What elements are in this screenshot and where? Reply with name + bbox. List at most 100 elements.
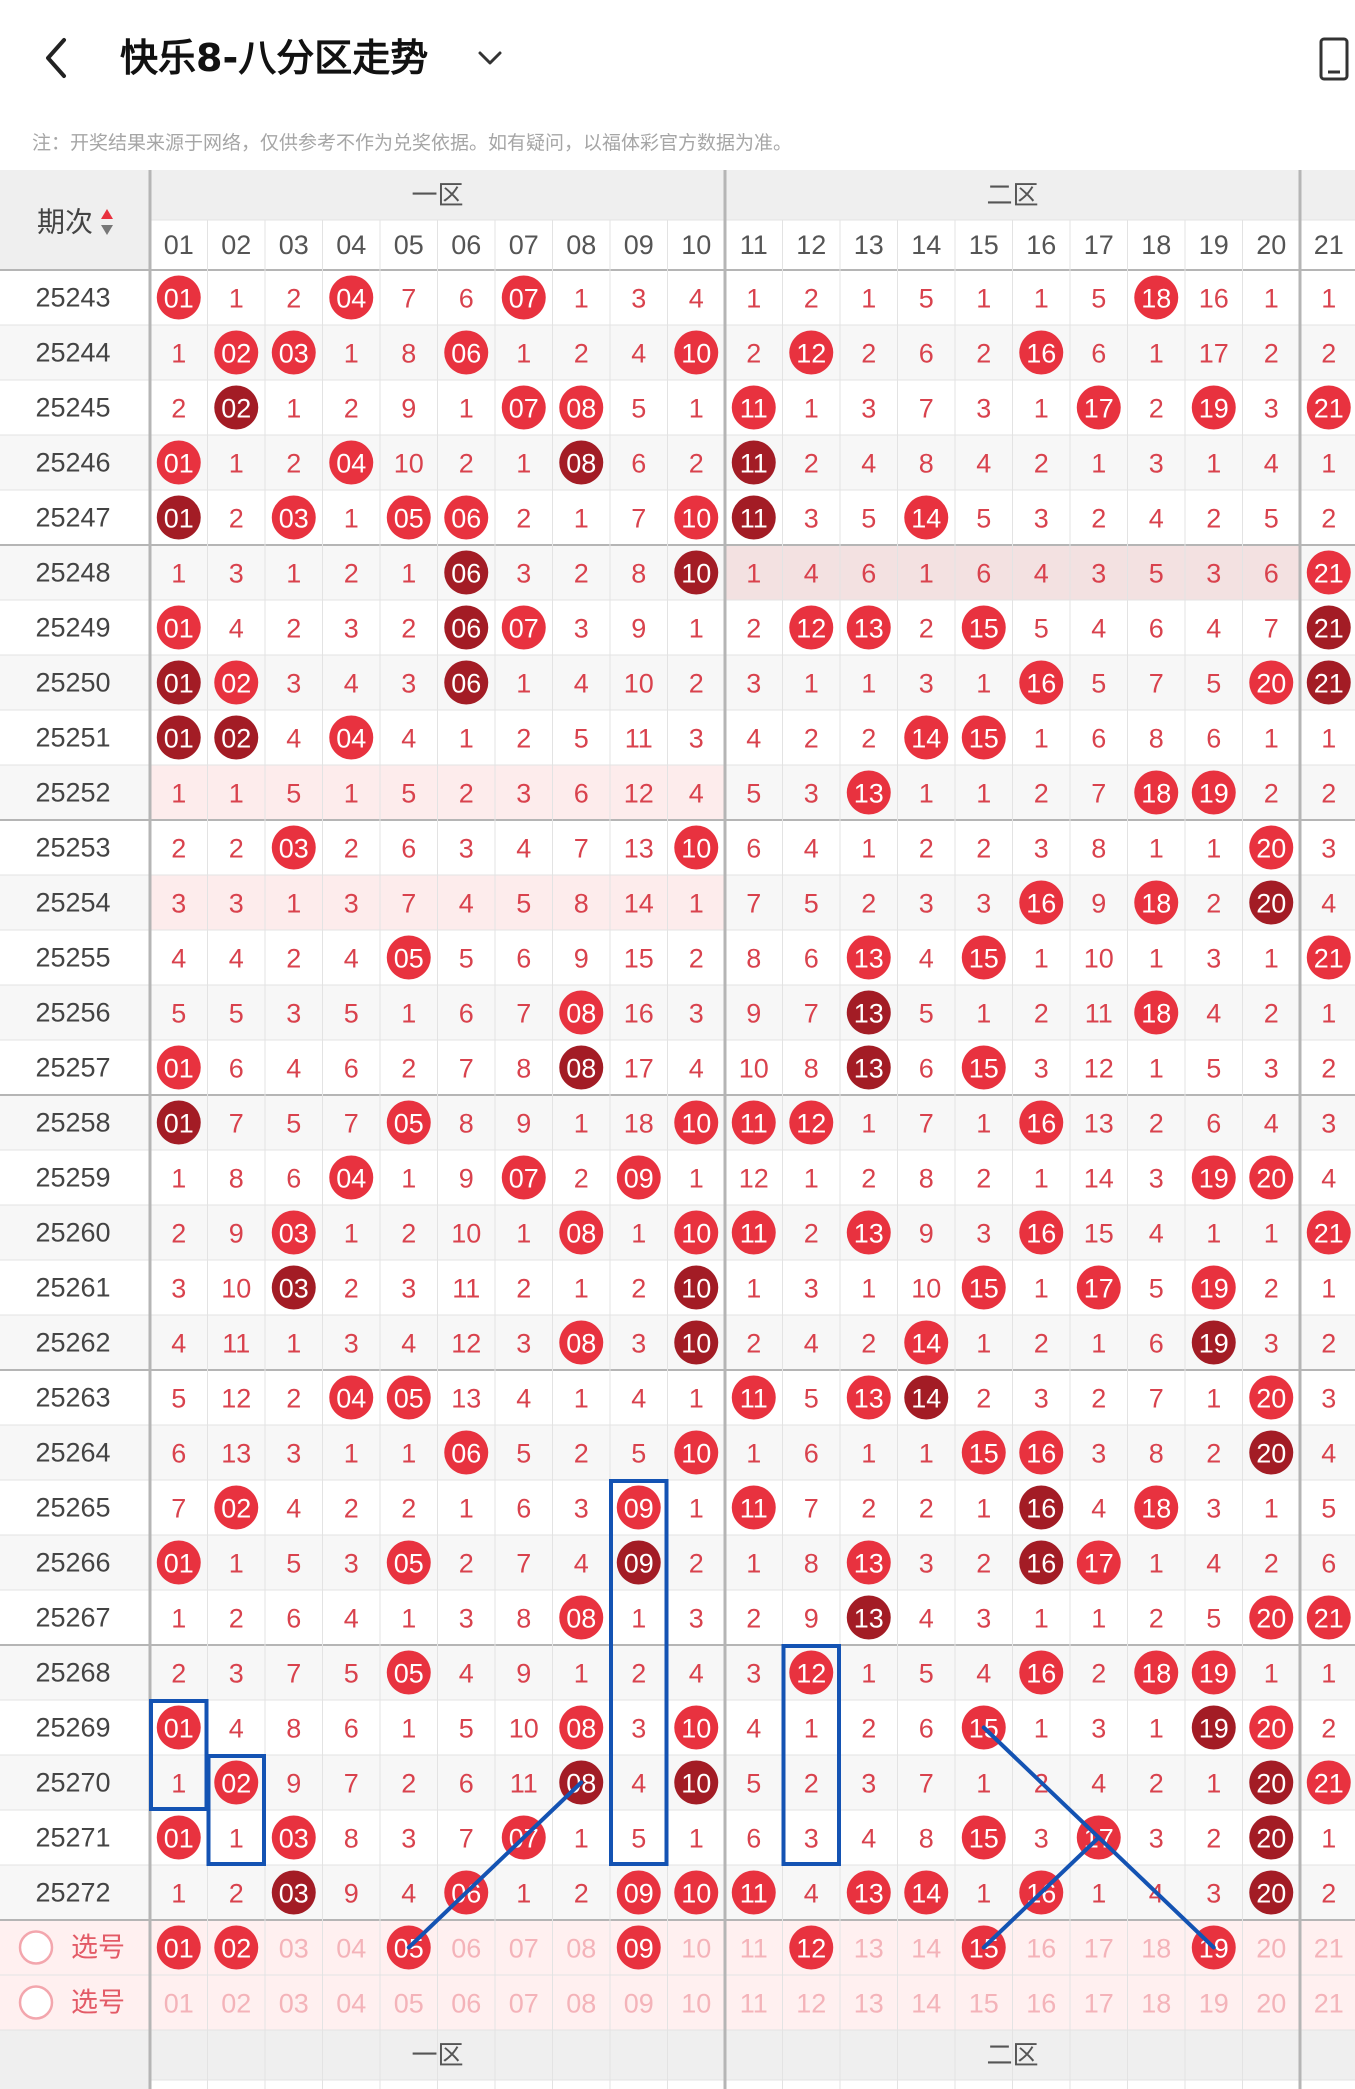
miss-count: 7 <box>574 834 589 864</box>
miss-count: 3 <box>919 889 934 919</box>
sort-arrows-icon[interactable] <box>101 209 113 235</box>
miss-count: 2 <box>861 724 876 754</box>
miss-count: 3 <box>1264 394 1279 424</box>
miss-count: 5 <box>286 1549 301 1579</box>
miss-count: 17 <box>1199 339 1229 369</box>
drawn-ball-number: 11 <box>740 1109 768 1139</box>
miss-count: 6 <box>516 1494 531 1524</box>
drawn-ball-number: 12 <box>796 1659 826 1689</box>
miss-count: 2 <box>229 504 244 534</box>
select-number: 14 <box>911 1934 941 1964</box>
miss-count: 1 <box>1034 944 1049 974</box>
drawn-ball <box>214 715 259 760</box>
miss-count: 5 <box>919 284 934 314</box>
selected-ball-number: 01 <box>164 1934 194 1964</box>
zone-label: 一区 <box>411 180 463 210</box>
selected-ball[interactable] <box>789 1925 834 1970</box>
miss-count: 1 <box>1091 449 1106 479</box>
miss-count: 3 <box>689 999 704 1029</box>
miss-count: 4 <box>1206 1549 1221 1579</box>
drawn-ball-number: 15 <box>969 944 999 974</box>
drawn-ball <box>731 1210 776 1255</box>
drawn-ball-number: 05 <box>394 1384 424 1414</box>
back-icon[interactable] <box>38 30 78 86</box>
selected-ball[interactable] <box>214 1925 259 1970</box>
miss-count: 1 <box>171 1164 186 1194</box>
miss-count: 2 <box>574 559 589 589</box>
miss-count: 2 <box>746 1604 761 1634</box>
miss-count: 1 <box>171 1769 186 1799</box>
miss-count: 3 <box>1321 1384 1336 1414</box>
miss-count: 2 <box>1206 889 1221 919</box>
miss-count: 5 <box>631 1824 646 1854</box>
drawn-ball <box>156 605 201 650</box>
drawn-ball-number: 21 <box>1314 559 1344 589</box>
miss-count: 5 <box>746 779 761 809</box>
drawn-ball <box>271 330 316 375</box>
miss-count: 4 <box>1149 1219 1164 1249</box>
drawn-ball <box>1076 1540 1121 1585</box>
drawn-ball-number: 16 <box>1026 1659 1056 1689</box>
miss-count: 1 <box>286 559 301 589</box>
drawn-ball <box>271 1265 316 1310</box>
chevron-down-icon[interactable] <box>472 40 508 76</box>
drawn-ball-number: 04 <box>336 1384 366 1414</box>
miss-count: 8 <box>516 1054 531 1084</box>
miss-count: 9 <box>574 944 589 974</box>
miss-count: 2 <box>574 1164 589 1194</box>
drawn-ball <box>156 495 201 540</box>
miss-count: 12 <box>739 1164 769 1194</box>
drawn-ball <box>789 330 834 375</box>
drawn-ball <box>501 605 546 650</box>
miss-count: 1 <box>919 1439 934 1469</box>
drawn-ball <box>731 495 776 540</box>
miss-count: 2 <box>1091 504 1106 534</box>
selected-ball-number: 09 <box>624 1934 654 1964</box>
miss-count: 1 <box>976 1109 991 1139</box>
phone-rotate-icon[interactable] <box>1318 36 1355 82</box>
drawn-ball-number: 06 <box>451 1439 481 1469</box>
miss-count: 4 <box>344 1604 359 1634</box>
miss-count: 1 <box>861 669 876 699</box>
drawn-ball <box>1306 1595 1351 1640</box>
miss-count: 2 <box>689 1549 704 1579</box>
disclaimer-note: 注：开奖结果来源于网络，仅供参考不作为兑奖依据。如有疑问，以福体彩官方数据为准。 <box>32 132 793 154</box>
drawn-ball <box>386 495 431 540</box>
select-number: 03 <box>279 1934 309 1964</box>
miss-count: 3 <box>976 394 991 424</box>
drawn-ball <box>501 1155 546 1200</box>
drawn-ball-number: 15 <box>969 614 999 644</box>
drawn-ball-number: 20 <box>1256 1879 1286 1909</box>
miss-count: 4 <box>976 449 991 479</box>
miss-count: 2 <box>171 394 186 424</box>
select-radio[interactable] <box>18 1930 54 1965</box>
selected-ball[interactable] <box>616 1925 661 1970</box>
drawn-ball <box>1134 770 1179 815</box>
drawn-ball-number: 01 <box>164 1714 194 1744</box>
miss-count: 3 <box>574 614 589 644</box>
sort-down-arrow <box>101 225 113 235</box>
period-cell: 25264 <box>35 1438 110 1468</box>
selected-ball[interactable] <box>156 1925 201 1970</box>
miss-count: 5 <box>1034 614 1049 644</box>
drawn-ball <box>386 1540 431 1585</box>
drawn-ball <box>904 1375 949 1420</box>
miss-count: 7 <box>1149 1384 1164 1414</box>
drawn-ball-number: 18 <box>1141 779 1171 809</box>
miss-count: 1 <box>689 394 704 424</box>
drawn-ball-number: 16 <box>1026 1549 1056 1579</box>
miss-count: 4 <box>516 1384 531 1414</box>
miss-count: 13 <box>221 1439 251 1469</box>
miss-count: 5 <box>1149 1274 1164 1304</box>
miss-count: 7 <box>516 1549 531 1579</box>
miss-count: 2 <box>344 1274 359 1304</box>
miss-count: 1 <box>861 1274 876 1304</box>
drawn-ball-number: 06 <box>451 504 481 534</box>
column-number: 15 <box>969 230 999 260</box>
miss-count: 3 <box>1034 504 1049 534</box>
drawn-ball <box>1019 1430 1064 1475</box>
drawn-ball-number: 09 <box>624 1164 654 1194</box>
drawn-ball <box>559 385 604 430</box>
select-radio[interactable] <box>18 1985 54 2020</box>
miss-count: 14 <box>1084 1164 1114 1194</box>
